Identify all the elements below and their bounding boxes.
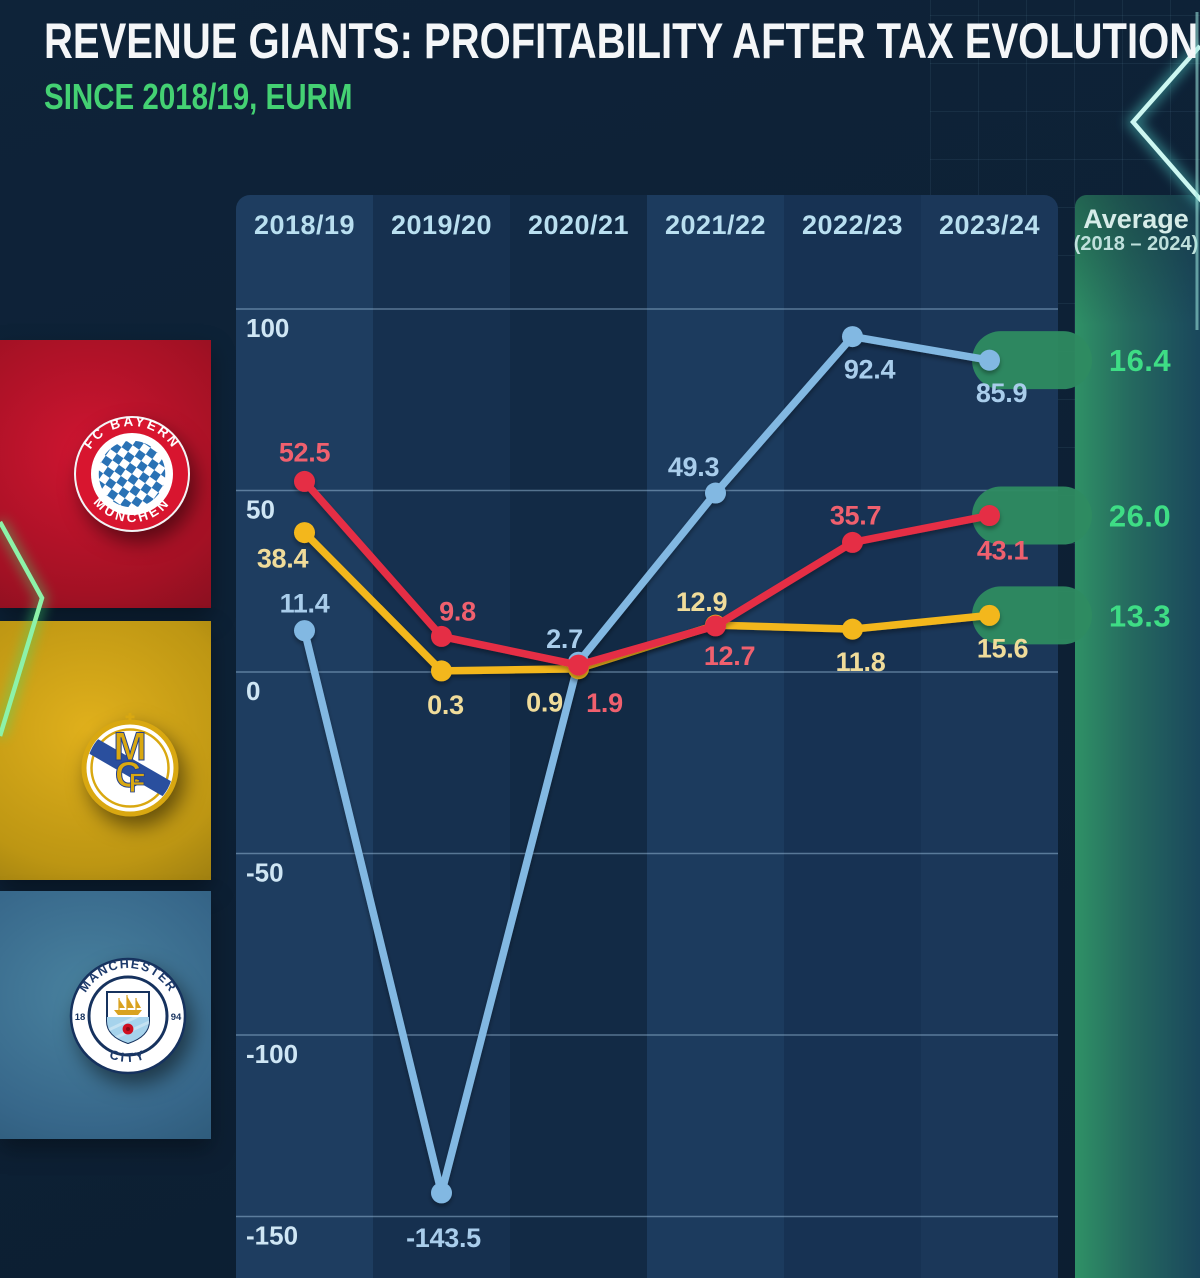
season-column	[647, 195, 784, 1278]
bayern-logo: FC BAYERN MÜNCHEN	[74, 414, 190, 532]
man-city-logo: MANCHESTER CITY 18 94	[69, 957, 187, 1075]
column-header: 2020/21	[527, 210, 630, 240]
column-header: 2018/19	[253, 210, 356, 240]
svg-text:CITY: CITY	[108, 1047, 148, 1066]
column-header: 2021/22	[664, 210, 767, 240]
average-panel	[1075, 195, 1200, 1278]
page-subtitle: SINCE 2018/19, EURM	[44, 76, 353, 117]
season-column	[784, 195, 921, 1278]
man-city-year-left: 18	[75, 1012, 86, 1023]
page-title: REVENUE GIANTS: PROFITABILITY AFTER TAX …	[44, 13, 1199, 69]
real-madrid-logo: M C F	[81, 713, 179, 817]
real-madrid-monogram-f: F	[129, 768, 146, 798]
season-column	[373, 195, 510, 1278]
ship-icon	[114, 995, 142, 1015]
season-column	[921, 195, 1058, 1278]
average-header-line2: (2018 – 2024)	[1073, 233, 1199, 256]
club-band-man-city: MANCHESTER CITY 18 94	[0, 891, 211, 1139]
column-header: 2023/24	[938, 210, 1041, 240]
real-madrid-monogram-c: C	[115, 754, 141, 795]
man-city-ring-text-bottom: CITY	[108, 1047, 146, 1066]
column-header: 2022/23	[801, 210, 904, 240]
club-band-real-madrid: M C F	[0, 621, 211, 880]
season-column	[510, 195, 647, 1278]
club-band-bayern: FC BAYERN MÜNCHEN	[0, 340, 211, 608]
real-madrid-monogram-m: M	[113, 725, 146, 769]
man-city-shield	[106, 991, 150, 1045]
column-header: 2019/20	[390, 210, 493, 240]
season-column	[236, 195, 373, 1278]
chart-area	[236, 195, 1058, 1278]
man-city-year-right: 94	[171, 1012, 182, 1023]
average-header-line1: Average	[1083, 204, 1189, 234]
average-column-header: Average (2018 – 2024)	[1072, 204, 1200, 256]
